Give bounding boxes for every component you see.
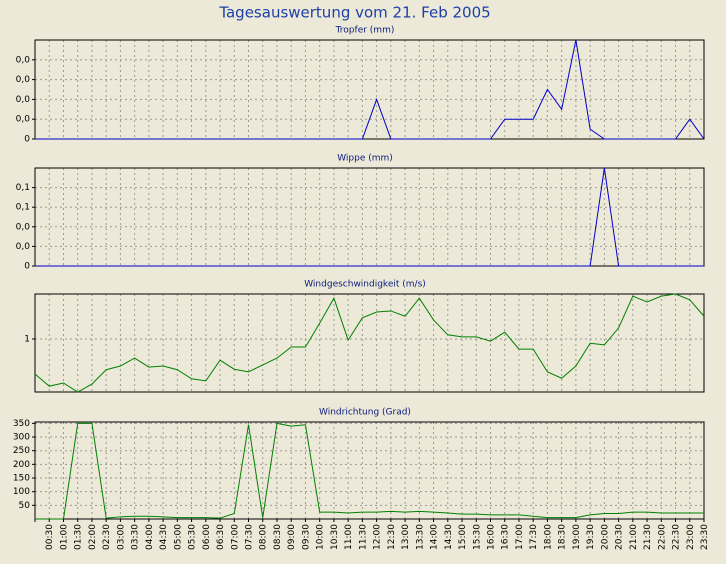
x-tick-label: 19:30 <box>586 524 596 550</box>
chart-title: Windrichtung (Grad) <box>319 408 411 418</box>
y-tick-label: 0 <box>24 262 30 272</box>
data-line <box>35 167 704 267</box>
x-tick-label: 11:30 <box>358 524 368 550</box>
y-tick-label: 250 <box>13 446 30 456</box>
plot-frame <box>34 293 705 393</box>
x-tick-label: 07:30 <box>245 524 255 550</box>
x-tick-label: 01:30 <box>74 524 84 550</box>
x-tick-label: 12:30 <box>387 524 397 550</box>
chart-title: Tropfer (mm) <box>335 26 395 36</box>
x-tick-label: 13:30 <box>415 524 425 550</box>
x-tick-label: 02:30 <box>102 524 112 550</box>
plot-frame <box>34 167 705 267</box>
x-tick-label: 04:00 <box>145 524 155 550</box>
chart-title: Wippe (mm) <box>337 154 393 164</box>
x-tick-label: 06:30 <box>216 524 226 550</box>
data-line <box>34 293 705 393</box>
x-tick-label: 03:00 <box>116 524 126 550</box>
x-tick-label: 08:00 <box>259 524 269 550</box>
y-tick-label: 0,0 <box>16 95 31 105</box>
x-tick-label: 08:30 <box>273 524 283 550</box>
x-tick-label: 19:00 <box>572 524 582 550</box>
x-tick-label: 05:30 <box>188 524 198 550</box>
x-tick-label: 20:30 <box>615 524 625 550</box>
x-tick-label: 00:30 <box>45 524 55 550</box>
x-tick-label: 13:00 <box>401 524 411 550</box>
x-tick-label: 17:00 <box>515 524 525 550</box>
x-tick-label: 06:00 <box>202 524 212 550</box>
y-tick-label: 300 <box>13 433 30 443</box>
y-tick-label: 50 <box>19 501 31 511</box>
x-tick-label: 16:00 <box>486 524 496 550</box>
x-tick-label: 05:00 <box>173 524 183 550</box>
x-tick-label: 10:00 <box>316 524 326 550</box>
y-tick-label: 0,0 <box>16 75 31 85</box>
x-tick-label: 09:00 <box>287 524 297 550</box>
x-tick-label: 07:00 <box>230 524 240 550</box>
x-tick-label: 02:00 <box>88 524 98 550</box>
chart-title: Windgeschwindigkeit (m/s) <box>304 280 426 290</box>
x-tick-label: 20:00 <box>600 524 610 550</box>
x-tick-label: 18:30 <box>558 524 568 550</box>
x-tick-label: 23:30 <box>700 524 710 550</box>
x-tick-label: 15:00 <box>458 524 468 550</box>
y-tick-label: 150 <box>13 474 30 484</box>
y-tick-label: 0,1 <box>16 203 30 213</box>
y-tick-label: 0,0 <box>16 242 31 252</box>
plot-frame <box>34 421 705 520</box>
x-tick-label: 09:30 <box>301 524 311 550</box>
x-tick-label: 14:00 <box>430 524 440 550</box>
x-tick-label: 16:30 <box>501 524 511 550</box>
x-tick-label: 22:00 <box>657 524 667 550</box>
y-tick-label: 0,1 <box>16 183 30 193</box>
page-title: Tagesauswertung vom 21. Feb 2005 <box>218 4 490 22</box>
x-tick-label: 21:00 <box>629 524 639 550</box>
y-tick-label: 1 <box>24 335 30 345</box>
y-tick-label: 200 <box>13 460 30 470</box>
x-tick-label: 22:30 <box>672 524 682 550</box>
x-tick-label: 01:00 <box>59 524 69 550</box>
data-line <box>35 39 705 140</box>
x-tick-label: 21:30 <box>643 524 653 550</box>
x-tick-label: 04:30 <box>159 524 169 550</box>
x-tick-label: 14:30 <box>444 524 454 550</box>
y-tick-label: 350 <box>13 419 30 429</box>
x-tick-label: 11:00 <box>344 524 354 550</box>
y-tick-label: 100 <box>13 487 30 497</box>
data-line <box>35 422 704 520</box>
x-tick-label: 17:30 <box>529 524 539 550</box>
x-tick-label: 23:00 <box>686 524 696 550</box>
x-tick-label: 18:00 <box>543 524 553 550</box>
plot-frame <box>34 39 705 140</box>
x-tick-label: 10:30 <box>330 524 340 550</box>
y-tick-label: 0 <box>24 135 30 145</box>
y-tick-label: 0,0 <box>16 115 31 125</box>
x-tick-label: 03:30 <box>131 524 141 550</box>
y-tick-label: 0,0 <box>16 222 31 232</box>
y-tick-label: 0,0 <box>16 55 31 65</box>
x-tick-label: 12:00 <box>373 524 383 550</box>
x-tick-label: 15:30 <box>472 524 482 550</box>
